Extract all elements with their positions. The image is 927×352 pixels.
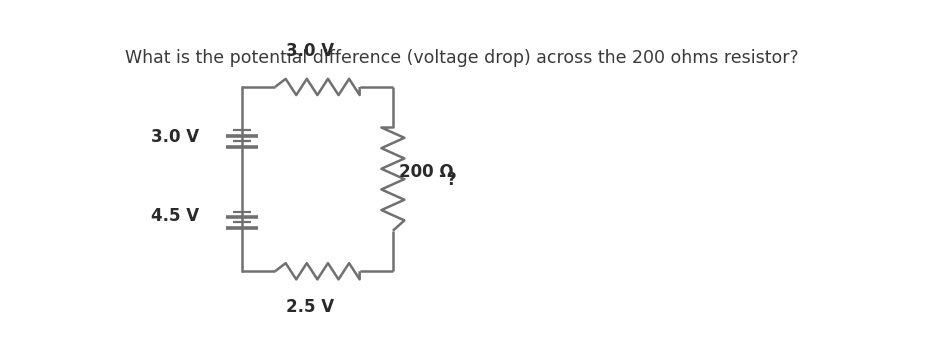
Text: 4.5 V: 4.5 V bbox=[150, 207, 198, 225]
Text: ?: ? bbox=[447, 171, 456, 189]
Text: What is the potential difference (voltage drop) across the 200 ohms resistor?: What is the potential difference (voltag… bbox=[124, 49, 797, 67]
Text: 200 Ω: 200 Ω bbox=[399, 163, 452, 181]
Text: 3.0 V: 3.0 V bbox=[286, 42, 334, 60]
Text: 3.0 V: 3.0 V bbox=[150, 128, 198, 146]
Text: 2.5 V: 2.5 V bbox=[286, 298, 334, 316]
